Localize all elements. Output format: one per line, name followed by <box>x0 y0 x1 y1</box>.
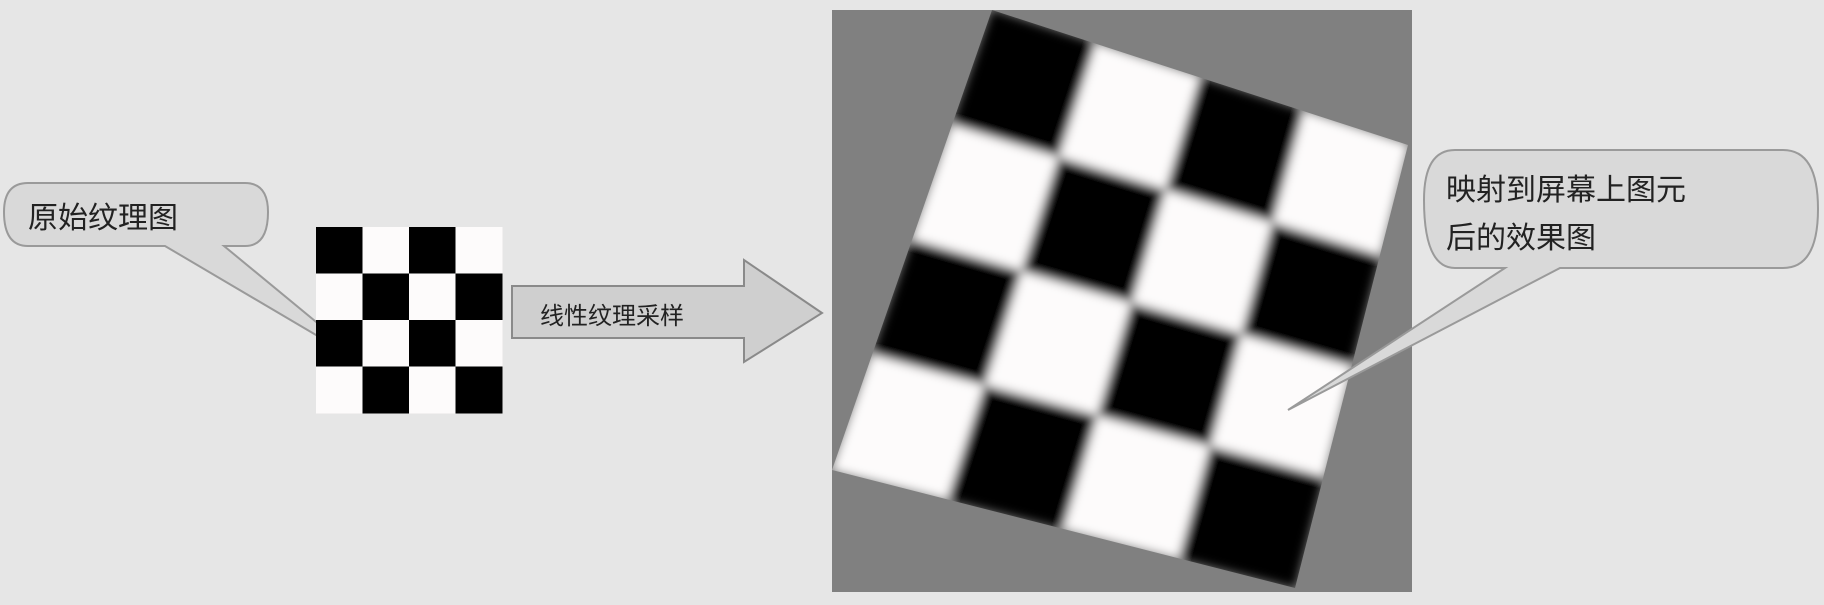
mapped-texture <box>832 10 1408 588</box>
right-callout-line-2: 后的效果图 <box>1446 221 1596 256</box>
mapped-texture-cell <box>1178 446 1324 588</box>
texture-cell <box>316 227 363 274</box>
right-callout: 映射到屏幕上图元 后的效果图 <box>1287 149 1820 411</box>
texture-cell <box>316 366 363 414</box>
texture-cell <box>409 320 456 367</box>
texture-cell <box>409 366 456 414</box>
texture-cell <box>455 320 503 367</box>
texture-cell <box>362 366 410 414</box>
left-callout: 原始纹理图 <box>2 182 373 369</box>
linear-sampling-arrow: 线性纹理采样 <box>511 258 824 364</box>
texture-cell <box>455 227 503 274</box>
texture-cell <box>455 273 503 321</box>
texture-cell <box>409 227 456 274</box>
texture-cell <box>362 227 410 274</box>
texture-cell <box>362 320 410 367</box>
right-callout-bubble <box>1287 149 1820 411</box>
arrow-shape <box>511 258 824 364</box>
left-callout-text: 原始纹理图 <box>28 201 178 236</box>
texture-cell <box>316 273 363 321</box>
original-texture <box>316 227 503 414</box>
texture-cell <box>409 273 456 321</box>
texture-cell <box>362 273 410 321</box>
left-callout-bubble <box>2 182 373 369</box>
texture-cell <box>316 320 363 367</box>
mapped-result-panel <box>832 10 1412 592</box>
mapped-texture-clip <box>832 10 1408 588</box>
right-callout-line-1: 映射到屏幕上图元 <box>1446 173 1686 208</box>
arrow-label: 线性纹理采样 <box>540 302 684 330</box>
texture-cell <box>455 366 503 414</box>
